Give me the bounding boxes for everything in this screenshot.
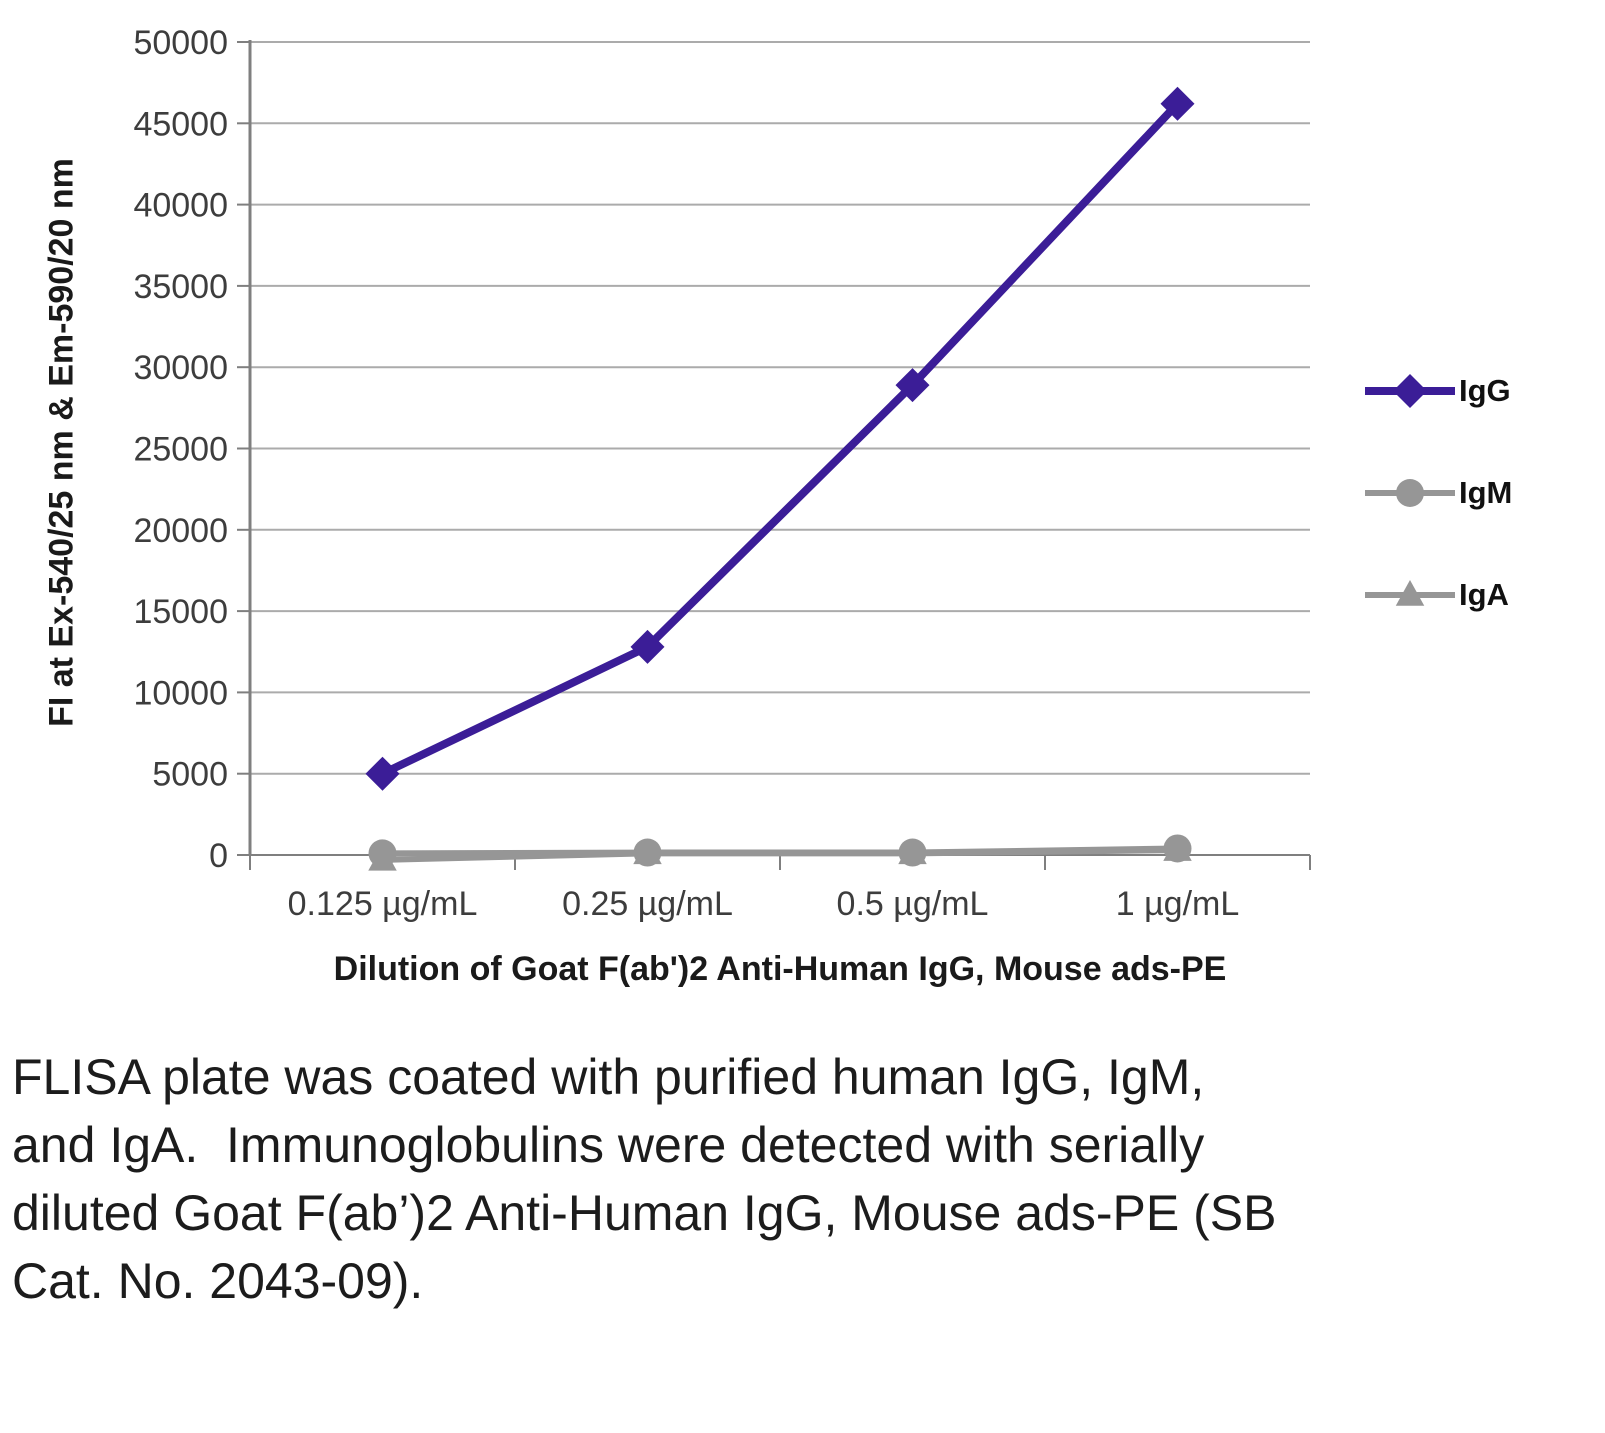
legend: IgG IgM IgA — [1363, 368, 1512, 674]
y-tick-label: 45000 — [133, 105, 228, 143]
line-chart: 0 5000 10000 15000 20000 25000 30000 35000 40000… — [42, 24, 1513, 988]
y-tick-label: 15000 — [133, 593, 228, 631]
legend-marker-circle — [1365, 479, 1455, 507]
y-axis-title: FI at Ex-540/25 nm & Em-590/20 nm — [42, 158, 81, 727]
y-tick-label: 30000 — [133, 349, 228, 387]
series-IgM — [368, 834, 1192, 868]
figure-caption: FLISA plate was coated with purified hum… — [12, 1049, 1291, 1309]
legend-marker-triangle — [1365, 580, 1455, 606]
x-tick-label: 0.25 µg/mL — [562, 885, 733, 923]
x-axis: 0.125 µg/mL 0.25 µg/mL 0.5 µg/mL 1 µg/mL — [249, 855, 1311, 923]
y-tick-label: 0 — [209, 837, 228, 875]
x-tick-label: 0.5 µg/mL — [837, 885, 989, 923]
gridlines — [250, 41, 1310, 856]
legend-item-igg: IgG — [1363, 368, 1512, 414]
y-tick-label: 25000 — [133, 431, 228, 469]
legend-label: IgG — [1459, 373, 1511, 408]
x-tick-label: 1 µg/mL — [1116, 885, 1240, 923]
legend-label: IgM — [1459, 475, 1513, 510]
chart-svg: 0 5000 10000 15000 20000 25000 30000 35000 40000… — [133, 24, 1311, 923]
series-IgG — [365, 86, 1195, 791]
x-axis-title: Dilution of Goat F(ab')2 Anti-Human IgG,… — [333, 950, 1227, 988]
y-tick-label: 40000 — [133, 187, 228, 225]
y-axis-ticks: 0 5000 10000 15000 20000 25000 30000 35000 40000… — [133, 24, 250, 875]
y-tick-label: 10000 — [133, 674, 228, 712]
y-tick-label: 5000 — [152, 756, 228, 794]
legend-label: IgA — [1459, 577, 1509, 612]
legend-marker-diamond — [1365, 374, 1455, 408]
y-tick-label: 20000 — [133, 512, 228, 550]
y-tick-label: 50000 — [133, 24, 228, 62]
x-tick-label: 0.125 µg/mL — [288, 885, 478, 923]
y-tick-label: 35000 — [133, 268, 228, 306]
legend-item-igm: IgM — [1363, 470, 1512, 516]
legend-item-iga: IgA — [1363, 572, 1512, 618]
